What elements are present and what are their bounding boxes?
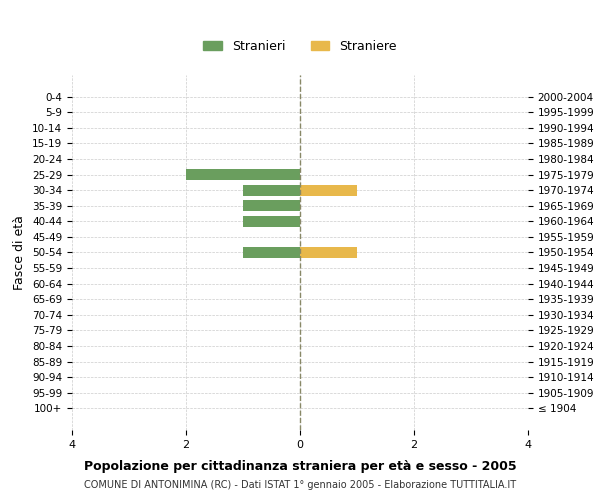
Y-axis label: Fasce di età: Fasce di età — [13, 215, 26, 290]
Text: COMUNE DI ANTONIMINA (RC) - Dati ISTAT 1° gennaio 2005 - Elaborazione TUTTITALIA: COMUNE DI ANTONIMINA (RC) - Dati ISTAT 1… — [84, 480, 516, 490]
Bar — [186, 169, 300, 180]
Bar — [243, 247, 300, 258]
Text: Popolazione per cittadinanza straniera per età e sesso - 2005: Popolazione per cittadinanza straniera p… — [83, 460, 517, 473]
Bar — [243, 184, 300, 196]
Bar — [243, 200, 300, 211]
Bar — [300, 247, 357, 258]
Legend: Stranieri, Straniere: Stranieri, Straniere — [198, 35, 402, 58]
Bar — [300, 184, 357, 196]
Bar — [243, 216, 300, 227]
Y-axis label: Anni di nascita: Anni di nascita — [598, 206, 600, 298]
